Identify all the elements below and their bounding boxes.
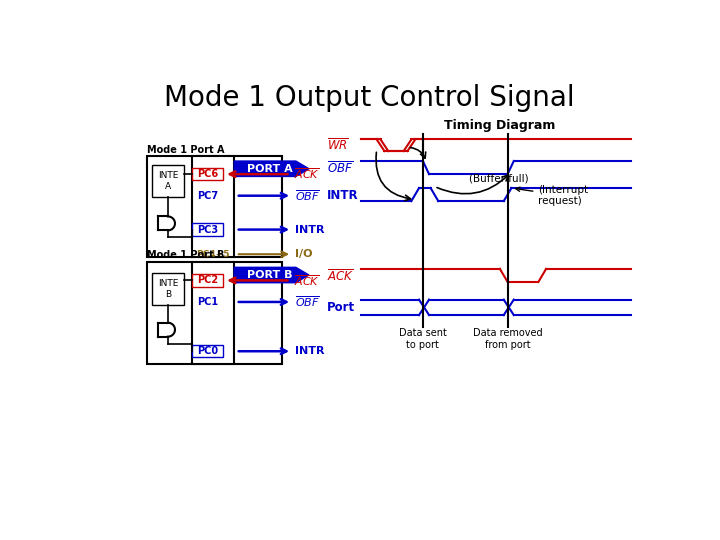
Bar — [148, 156, 282, 257]
Text: INTR: INTR — [295, 225, 325, 234]
Polygon shape — [234, 161, 309, 177]
Text: $\overline{OBF}$: $\overline{OBF}$ — [295, 295, 320, 309]
Text: Port: Port — [327, 301, 355, 314]
Bar — [192, 168, 222, 180]
Bar — [148, 262, 282, 363]
Text: $\overline{OBF}$: $\overline{OBF}$ — [327, 161, 353, 177]
Text: $\overline{ACK}$: $\overline{ACK}$ — [294, 167, 320, 181]
Bar — [192, 345, 222, 357]
Text: Mode 1 Port A: Mode 1 Port A — [148, 145, 225, 155]
Bar — [192, 156, 234, 257]
Bar — [192, 224, 222, 236]
Text: PC0: PC0 — [197, 346, 218, 356]
Bar — [152, 165, 184, 197]
Bar — [192, 262, 234, 363]
Bar — [152, 273, 184, 305]
Text: INTE
A: INTE A — [158, 171, 179, 191]
Text: $\overline{OBF}$: $\overline{OBF}$ — [295, 188, 320, 203]
Text: PORT B: PORT B — [247, 270, 292, 280]
Text: PC1: PC1 — [197, 297, 218, 307]
Text: Timing Diagram: Timing Diagram — [444, 119, 556, 132]
Text: I/O: I/O — [295, 249, 312, 259]
Text: INTR: INTR — [295, 346, 325, 356]
Text: Data sent
to port: Data sent to port — [399, 328, 447, 350]
Text: PC4+5: PC4+5 — [196, 249, 230, 259]
Text: (Buffer full): (Buffer full) — [469, 174, 528, 184]
Text: $\overline{WR}$: $\overline{WR}$ — [327, 138, 348, 153]
Bar — [192, 274, 222, 287]
Text: PC3: PC3 — [197, 225, 218, 234]
Text: Mode 1 Port B: Mode 1 Port B — [148, 249, 225, 260]
Text: Data removed
from port: Data removed from port — [473, 328, 542, 350]
Text: INTE
B: INTE B — [158, 279, 179, 299]
Text: PC6: PC6 — [197, 169, 218, 179]
Text: INTR: INTR — [327, 189, 359, 202]
Text: $\overline{ACK}$: $\overline{ACK}$ — [294, 273, 320, 288]
Polygon shape — [234, 267, 309, 283]
Text: PORT A: PORT A — [247, 164, 292, 174]
Text: $\overline{ACK}$: $\overline{ACK}$ — [327, 269, 354, 285]
Text: PC2: PC2 — [197, 275, 218, 286]
Text: (Interrupt
request): (Interrupt request) — [516, 185, 588, 206]
Text: Mode 1 Output Control Signal: Mode 1 Output Control Signal — [163, 84, 575, 112]
Text: PC7: PC7 — [197, 191, 218, 201]
